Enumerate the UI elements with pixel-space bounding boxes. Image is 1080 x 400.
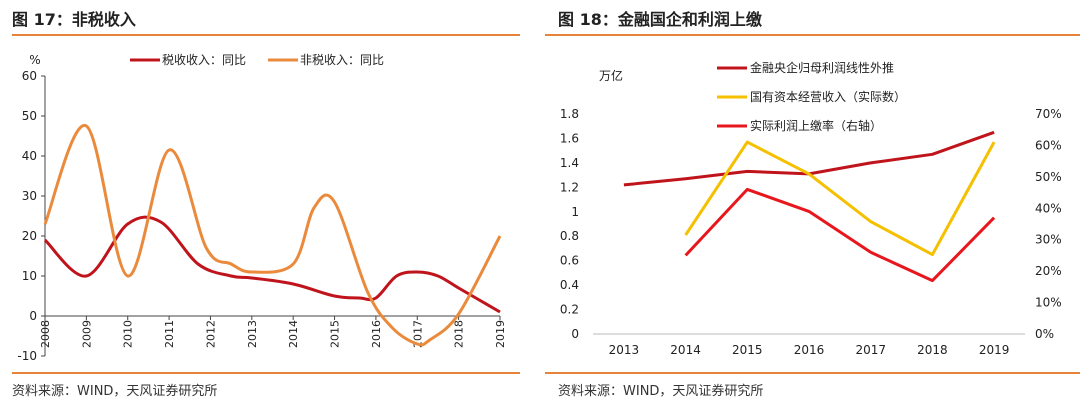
y-tick-label: 0 (29, 309, 37, 323)
title-rule (545, 34, 1080, 36)
x-tick-label: 2009 (80, 320, 93, 348)
source-note: 资料来源：WIND，天风证券研究所 (12, 384, 218, 399)
legend-label: 金融央企归母利润线性外推 (750, 60, 894, 75)
y-tick-label: 1.8 (560, 107, 579, 121)
chart-title: 图 17：非税收入 (12, 10, 136, 29)
x-tick-label: 2016 (370, 320, 383, 348)
x-tick-label: 2017 (855, 343, 886, 357)
x-tick-label: 2015 (329, 320, 342, 348)
x-tick-label: 2010 (122, 320, 135, 348)
x-tick-label: 2008 (39, 320, 52, 348)
source-rule (12, 372, 520, 374)
y2-tick-label: 20% (1035, 264, 1062, 278)
chart-panel-right: 图 18：金融国企和利润上缴 万亿 0 0.2 0.4 0.6 0.8 1 1.2 1.4 1.6… (545, 0, 1080, 400)
y-tick-label: 30 (22, 189, 37, 203)
x-tick-label: 2012 (204, 320, 217, 348)
y-tick-label: 50 (22, 109, 37, 123)
y2-tick-label: 30% (1035, 233, 1062, 247)
legend-label: 非税收入：同比 (300, 53, 384, 67)
y-tick-label: 1.4 (560, 156, 579, 170)
legend-label: 税收收入：同比 (162, 53, 246, 67)
y-tick-label: 10 (22, 269, 37, 283)
y-axis-unit: % (29, 53, 40, 67)
y-tick-label: 0.4 (560, 278, 579, 292)
y-tick-label: 1.2 (560, 180, 579, 194)
y2-tick-label: 10% (1035, 296, 1062, 310)
x-tick-label: 2014 (287, 320, 300, 348)
x-tick-label: 2014 (670, 343, 701, 357)
source-note: 资料来源：WIND，天风证券研究所 (558, 384, 764, 399)
y-tick-label: 0.2 (560, 303, 579, 317)
y-tick-label: 60 (22, 69, 37, 83)
y2-tick-label: 0% (1035, 327, 1054, 341)
y2-tick-label: 50% (1035, 170, 1062, 184)
series-line (623, 130, 995, 187)
chart-panel-left: 图 17：非税收入 % -10 0 10 20 30 40 50 60 2008 2009 2010 2… (0, 0, 530, 400)
series-line (43, 124, 502, 347)
legend-label: 实际利润上缴率（右轴） (750, 118, 882, 133)
x-tick-label: 2018 (917, 343, 948, 357)
y-tick-label: 1 (571, 205, 579, 219)
x-tick-label: 2013 (609, 343, 640, 357)
x-tick-label: 2016 (794, 343, 825, 357)
y-tick-label: 1.6 (560, 131, 579, 145)
y2-tick-label: 60% (1035, 138, 1062, 152)
x-tick-label: 2013 (246, 320, 259, 348)
y-tick-label: 0.6 (560, 254, 579, 268)
series-line (684, 187, 996, 283)
x-tick-label: 2018 (453, 320, 466, 348)
y-tick-label: 0 (571, 327, 579, 341)
source-rule (545, 372, 1080, 374)
x-tick-label: 2019 (979, 343, 1010, 357)
y-tick-label: 20 (22, 229, 37, 243)
x-tick-label: 2011 (163, 320, 176, 348)
y-tick-label: 40 (22, 149, 37, 163)
chart-nontax-revenue: % -10 0 10 20 30 40 50 60 2008 2009 2010 2011 2012 201… (17, 53, 507, 363)
x-tick-label: 2015 (732, 343, 763, 357)
y-axis-unit: 万亿 (599, 68, 623, 83)
chart-financial-soe-profit: 万亿 0 0.2 0.4 0.6 0.8 1 1.2 1.4 1.6 1.8 0% 10% 20% 30% 4… (560, 60, 1062, 357)
series-line (684, 140, 996, 257)
title-rule (12, 34, 520, 36)
x-tick-label: 2017 (411, 320, 424, 348)
y2-tick-label: 40% (1035, 201, 1062, 215)
y2-tick-label: 70% (1035, 107, 1062, 121)
x-tick-label: 2019 (494, 320, 507, 348)
y-tick-label: -10 (17, 349, 37, 363)
chart-title: 图 18：金融国企和利润上缴 (558, 10, 762, 29)
y-tick-label: 0.8 (560, 229, 579, 243)
legend-label: 国有资本经营收入（实际数） (750, 89, 906, 104)
